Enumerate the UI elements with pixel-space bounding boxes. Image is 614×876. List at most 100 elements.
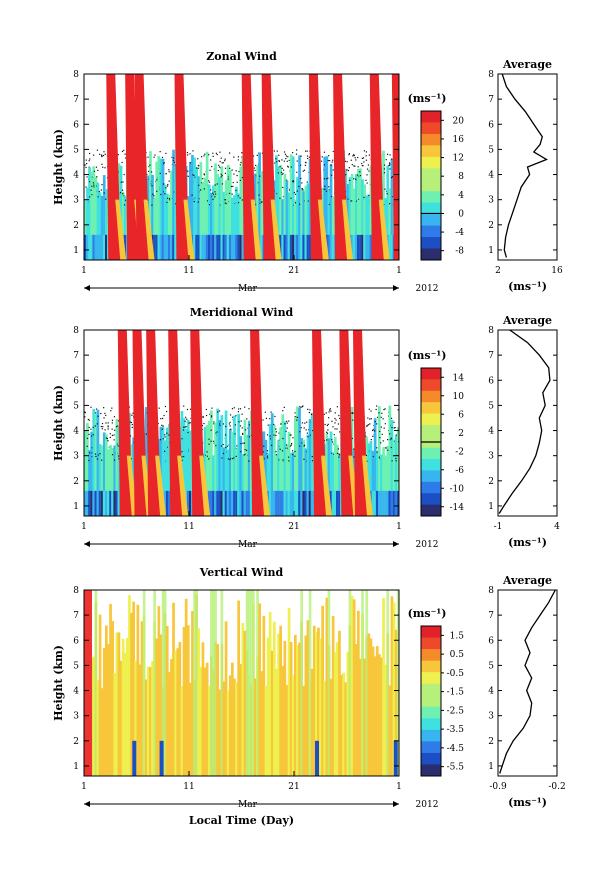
heatmap-cell xyxy=(163,440,167,516)
heatmap-speckle xyxy=(165,152,167,155)
heatmap-cell xyxy=(218,689,222,776)
heatmap-cell xyxy=(296,177,299,260)
y-axis-label: Height (km) xyxy=(52,385,65,461)
heatmap-cell xyxy=(367,633,371,776)
heatmap-cell xyxy=(380,454,383,516)
heatmap-speckle xyxy=(290,442,293,445)
heatmap-cell xyxy=(245,434,249,516)
average-y-tick-label: 4 xyxy=(488,687,494,697)
heatmap-speckle xyxy=(184,426,186,428)
heatmap-speckle xyxy=(129,435,132,437)
heatmap-cell xyxy=(354,174,358,260)
heatmap-cell xyxy=(369,165,373,260)
heatmap-speckle xyxy=(291,450,294,452)
heatmap-cell xyxy=(220,166,224,260)
heatmap-speckle xyxy=(284,447,287,449)
heatmap-cell xyxy=(268,612,272,776)
heatmap-speckle xyxy=(391,176,393,178)
heatmap-speckle xyxy=(305,162,307,164)
heatmap-speckle xyxy=(228,192,231,194)
heatmap-speckle xyxy=(383,164,386,166)
heatmap-cell xyxy=(283,174,287,260)
heatmap-cell xyxy=(189,430,192,516)
heatmap-cell xyxy=(149,151,152,260)
heatmap-speckle xyxy=(329,160,331,162)
heatmap-speckle xyxy=(280,423,282,425)
heatmap-speckle xyxy=(121,161,123,164)
heatmap-cell xyxy=(350,595,354,776)
heatmap-cell xyxy=(239,436,243,516)
heatmap-speckle xyxy=(390,437,392,439)
heatmap-cell xyxy=(258,152,261,260)
y-tick-label: 7 xyxy=(73,95,79,105)
heatmap-cell xyxy=(92,234,96,260)
heatmap-speckle xyxy=(281,167,283,169)
heatmap-speckle xyxy=(116,443,119,445)
heatmap-speckle xyxy=(353,448,355,450)
heatmap-speckle xyxy=(323,151,326,153)
heatmap-speckle xyxy=(326,432,329,434)
colorbar-swatch xyxy=(421,741,441,754)
heatmap-speckle xyxy=(213,442,215,444)
heatmap-cell xyxy=(233,490,236,516)
heatmap-cell xyxy=(287,607,291,776)
heatmap-speckle xyxy=(239,164,241,166)
heatmap-cell xyxy=(224,490,228,516)
heatmap-speckle xyxy=(240,443,242,445)
heatmap-speckle xyxy=(228,423,231,425)
heatmap-speckle xyxy=(301,442,303,444)
heatmap-speckle xyxy=(285,157,287,160)
year-label: 2012 xyxy=(416,800,439,810)
heatmap-speckle xyxy=(187,170,189,172)
heatmap-cell xyxy=(123,234,127,260)
heatmap-speckle xyxy=(353,154,355,157)
heatmap-cell xyxy=(388,685,392,776)
heatmap-speckle xyxy=(300,177,302,180)
heatmap-cell xyxy=(121,638,125,776)
colorbar-swatch xyxy=(421,133,441,146)
colorbar-tick-label: -2 xyxy=(455,447,464,457)
heatmap-cell xyxy=(380,657,383,776)
colorbar-tick-label: -6 xyxy=(455,466,464,476)
heatmap-speckle xyxy=(219,421,222,423)
heatmap-speckle xyxy=(335,419,337,421)
heatmap-cell xyxy=(352,234,356,260)
heatmap-speckle xyxy=(273,150,275,152)
heatmap-speckle xyxy=(366,182,368,184)
heatmap-cell xyxy=(245,590,249,776)
heatmap-streak xyxy=(259,455,271,516)
heatmap-speckle xyxy=(225,446,227,449)
heatmap-speckle xyxy=(386,153,389,155)
heatmap-cell xyxy=(384,455,387,516)
average-x-tick-label: 2 xyxy=(495,266,501,276)
heatmap-speckle xyxy=(218,410,221,412)
heatmap-speckle xyxy=(224,434,227,436)
heatmap-cell xyxy=(329,431,333,516)
average-y-tick-label: 5 xyxy=(488,661,494,671)
heatmap-cell xyxy=(300,189,303,260)
heatmap-cell xyxy=(373,656,377,776)
heatmap-speckle xyxy=(96,176,98,178)
heatmap-cell xyxy=(161,158,165,260)
heatmap-cell xyxy=(386,165,390,260)
colorbar-swatch xyxy=(421,683,441,696)
colorbar-swatch xyxy=(421,649,441,662)
heatmap-cell xyxy=(260,671,264,776)
colorbar-tick-label: -3.5 xyxy=(447,725,465,735)
heatmap-speckle xyxy=(164,434,166,436)
heatmap-cell xyxy=(386,590,390,776)
heatmap-speckle xyxy=(275,451,277,453)
heatmap-streak xyxy=(132,740,137,776)
colorbar-unit-label: (ms⁻¹) xyxy=(408,349,447,362)
heatmap-speckle xyxy=(359,171,361,173)
heatmap-speckle xyxy=(264,411,266,413)
heatmap-cell xyxy=(300,590,303,776)
heatmap-speckle xyxy=(100,189,102,191)
heatmap-cell xyxy=(277,166,280,260)
heatmap-cell xyxy=(176,648,180,776)
heatmap-cell xyxy=(333,436,337,516)
heatmap-speckle xyxy=(303,427,305,429)
heatmap-speckle xyxy=(107,422,109,424)
heatmap-speckle xyxy=(100,412,102,415)
heatmap-speckle xyxy=(122,189,124,191)
